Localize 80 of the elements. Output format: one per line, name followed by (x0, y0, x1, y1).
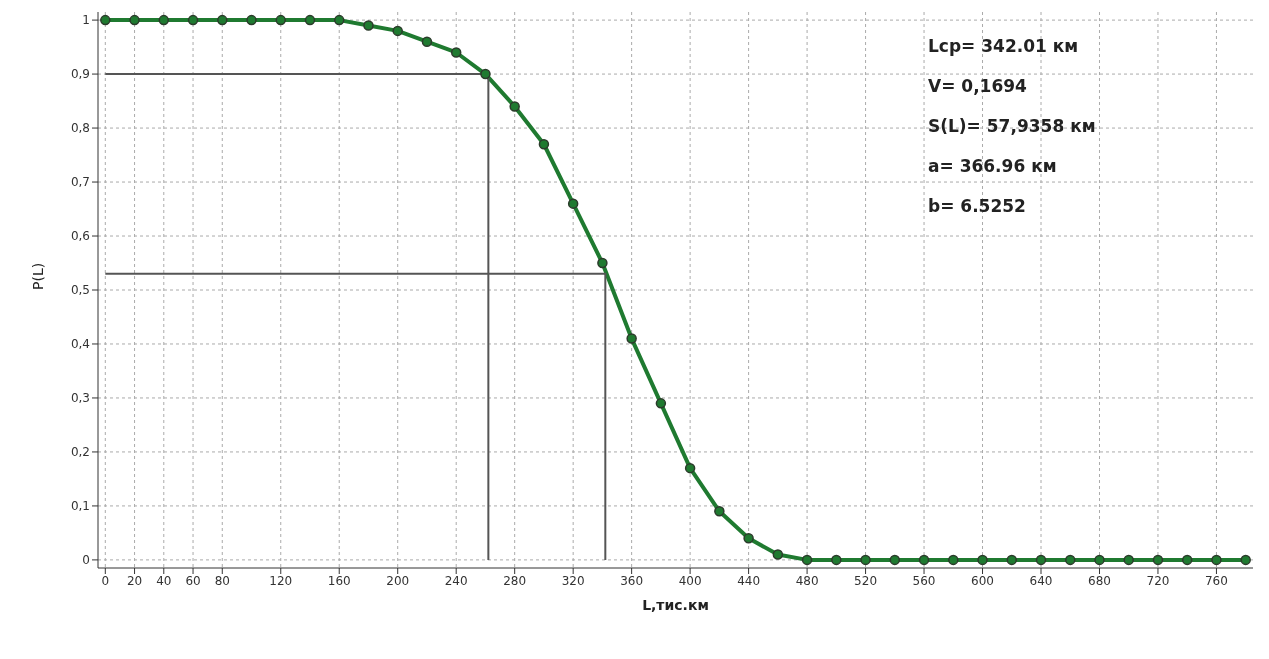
point (304, 14, 316, 26)
point (655, 398, 667, 409)
point (567, 198, 579, 209)
y-tick-label: 0,4 (70, 337, 90, 352)
y-tick-label: 1 (82, 13, 90, 28)
point (509, 101, 520, 112)
point (889, 554, 901, 566)
point (1181, 554, 1193, 566)
point (1094, 554, 1105, 566)
x-axis-title: L,тис.км (642, 597, 709, 613)
point (363, 20, 374, 31)
y-tick-label: 0,5 (70, 283, 90, 298)
point (1123, 554, 1134, 566)
x-tick-label: 200 (386, 573, 410, 588)
y-tick-label: 0,2 (70, 445, 90, 460)
x-tick-label: 360 (620, 573, 644, 588)
point (450, 47, 462, 58)
point (597, 257, 608, 269)
y-tick-label: 0,3 (70, 391, 90, 406)
point (831, 554, 842, 566)
x-tick-label: 440 (737, 573, 761, 588)
annotation: S(L)= 57,9358 км (928, 115, 1096, 138)
point (977, 554, 988, 566)
point (948, 554, 959, 566)
y-tick-label: 0,8 (70, 121, 90, 136)
point (129, 14, 140, 26)
annotation: Lcp= 342.01 км (928, 35, 1080, 58)
point (187, 14, 199, 26)
y-tick-label: 0,1 (70, 499, 90, 514)
point (801, 554, 813, 566)
x-tick-label: 480 (795, 573, 819, 588)
y-tick-label: 0 (82, 553, 90, 568)
point (158, 14, 170, 26)
point (743, 533, 754, 544)
x-tick-label: 720 (1146, 573, 1170, 588)
y-axis-title: P(L) (29, 262, 46, 290)
x-tick-label: 0 (101, 573, 110, 588)
point (246, 14, 257, 26)
annotation: V= 0,1694 (928, 75, 1028, 98)
point (480, 68, 491, 80)
x-tick-label: 640 (1029, 573, 1053, 588)
x-tick-label: 680 (1088, 573, 1111, 588)
point (1065, 554, 1076, 566)
x-tick-label: 600 (971, 573, 994, 588)
annotation: a= 366.96 км (928, 155, 1058, 178)
annotation: b= 6.5252 (928, 195, 1027, 218)
x-tick-label: 80 (214, 573, 230, 588)
point (860, 554, 871, 566)
x-tick-label: 120 (269, 573, 293, 588)
x-tick-label: 20 (126, 573, 143, 588)
point (217, 14, 228, 26)
x-tick-label: 520 (854, 573, 878, 588)
point (333, 14, 345, 26)
x-tick-label: 60 (185, 573, 201, 588)
point (538, 139, 550, 150)
point (100, 14, 111, 26)
point (714, 506, 725, 517)
y-tick-label: 0,7 (70, 175, 90, 190)
x-tick-label: 560 (912, 573, 936, 588)
x-tick-label: 40 (156, 573, 172, 588)
point (772, 549, 784, 560)
point (1006, 554, 1018, 566)
y-tick-label: 0,6 (70, 229, 90, 244)
x-tick-label: 320 (561, 573, 585, 588)
point (1211, 554, 1222, 566)
point (684, 462, 696, 474)
x-tick-label: 240 (444, 573, 468, 588)
point (1035, 554, 1047, 566)
x-tick-label: 160 (327, 573, 351, 588)
point (392, 25, 403, 37)
y-tick-label: 0,9 (70, 67, 90, 82)
point (275, 14, 286, 26)
point (918, 554, 930, 566)
point (1240, 554, 1251, 566)
x-tick-label: 400 (678, 573, 702, 588)
x-tick-label: 760 (1205, 573, 1228, 588)
point (626, 333, 637, 344)
point (1152, 554, 1164, 566)
x-tick-label: 280 (503, 573, 527, 588)
point (421, 36, 433, 47)
